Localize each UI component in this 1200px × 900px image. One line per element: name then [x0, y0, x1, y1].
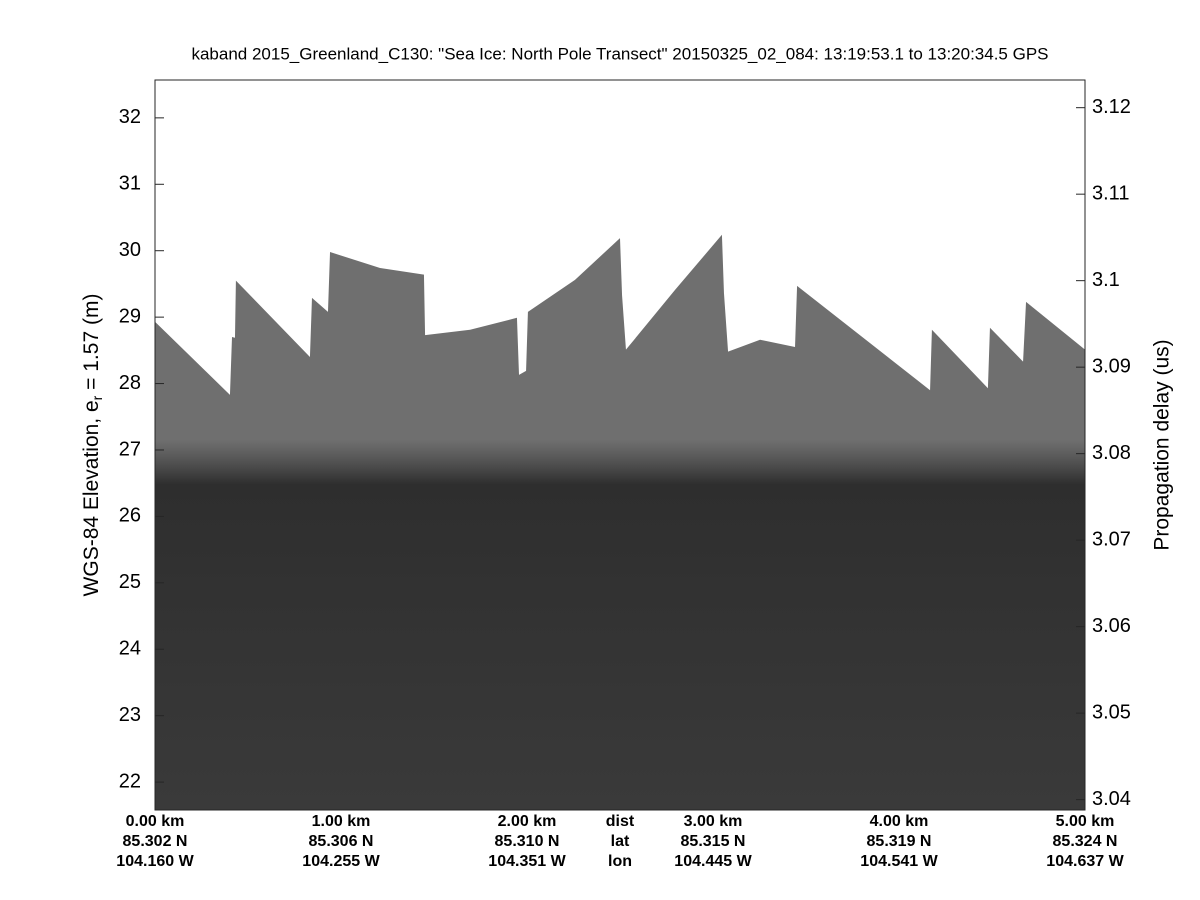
x-tick-label: 4.00 km [870, 813, 929, 830]
plot-frame [154, 79, 1086, 811]
y2-tick-label: 3.11 [1092, 182, 1129, 204]
y2-tick-label: 3.12 [1092, 96, 1131, 118]
y-tick-label: 23 [119, 704, 141, 726]
y2-axis-label: Propagation delay (us) [1151, 339, 1174, 550]
y2-tick-label: 3.09 [1092, 355, 1131, 377]
y-tick-label: 24 [119, 638, 141, 660]
y-tick-label: 25 [119, 571, 141, 593]
y2-tick-label: 3.07 [1092, 528, 1131, 550]
y-label-part: WGS-84 Elevation, e [80, 400, 103, 596]
x-tick-label: 1.00 km [312, 813, 371, 830]
y-tick-label: 22 [119, 770, 141, 792]
subsurface-echo [155, 440, 1085, 810]
y2-tick-label: 3.08 [1092, 442, 1131, 464]
x-tick-label: 2.00 km [498, 813, 557, 830]
y2-tick-label: 3.06 [1092, 615, 1131, 637]
row-label: lon [608, 853, 632, 870]
lon-label: 104.255 W [302, 853, 380, 870]
x-tick-label: 3.00 km [684, 813, 743, 830]
y-tick-label: 28 [119, 372, 141, 394]
y-tick-label: 29 [119, 305, 141, 327]
lon-label: 104.541 W [860, 853, 938, 870]
lat-label: 85.319 N [867, 833, 932, 850]
y-tick-label: 32 [119, 106, 141, 128]
lat-label: 85.315 N [681, 833, 746, 850]
y-tick-label: 31 [119, 173, 141, 195]
y-axis-label: WGS-84 Elevation, er = 1.57 (m) [80, 294, 105, 597]
chart-title: kaband 2015_Greenland_C130: "Sea Ice: No… [191, 44, 1048, 63]
lat-label: 85.306 N [309, 833, 374, 850]
lon-label: 104.445 W [674, 853, 752, 870]
x-tick-label: 5.00 km [1056, 813, 1115, 830]
lat-label: 85.310 N [495, 833, 560, 850]
lon-label: 104.351 W [488, 853, 566, 870]
lat-label: 85.324 N [1053, 833, 1118, 850]
row-label: dist [606, 813, 635, 830]
y2-tick-label: 3.04 [1092, 788, 1131, 810]
lat-label: 85.302 N [123, 833, 188, 850]
lon-label: 104.160 W [116, 853, 194, 870]
y-tick-label: 27 [119, 438, 141, 460]
y2-tick-label: 3.1 [1092, 269, 1120, 291]
row-label: lat [611, 833, 630, 850]
y-label-subscript: r [89, 395, 105, 400]
lon-label: 104.637 W [1046, 853, 1124, 870]
y-tick-label: 30 [119, 239, 141, 261]
y-tick-label: 26 [119, 505, 141, 527]
x-tick-label: 0.00 km [126, 813, 185, 830]
y2-tick-label: 3.05 [1092, 701, 1131, 723]
y-label-part: = 1.57 (m) [80, 294, 103, 396]
